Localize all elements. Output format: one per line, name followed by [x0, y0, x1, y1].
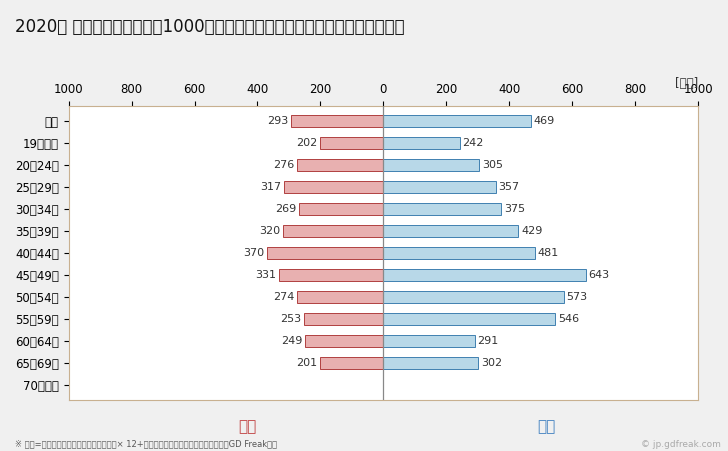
Text: 546: 546	[558, 314, 579, 324]
Text: 317: 317	[260, 182, 281, 192]
Bar	[384, 115, 531, 127]
Text: 375: 375	[504, 204, 525, 214]
Bar	[282, 225, 384, 237]
Bar	[296, 159, 384, 171]
Bar	[384, 269, 586, 281]
Text: 643: 643	[588, 270, 609, 280]
Text: 242: 242	[462, 138, 483, 148]
Bar	[384, 291, 563, 303]
Bar	[304, 313, 384, 325]
Bar	[284, 181, 384, 193]
Bar	[384, 159, 480, 171]
Bar	[320, 357, 384, 368]
Bar	[384, 203, 502, 215]
Bar	[267, 247, 384, 259]
Text: 305: 305	[482, 160, 503, 170]
Text: 249: 249	[281, 336, 303, 345]
Text: 481: 481	[537, 248, 558, 258]
Text: 男性: 男性	[537, 419, 555, 434]
Text: 274: 274	[273, 292, 295, 302]
Bar	[305, 335, 384, 347]
Text: 302: 302	[481, 358, 502, 368]
Text: 573: 573	[566, 292, 587, 302]
Bar	[384, 357, 478, 368]
Text: ※ 年収=「きまって支給する現金給与額」× 12+「年間賞与その他特別給与額」としてGD Freak推計: ※ 年収=「きまって支給する現金給与額」× 12+「年間賞与その他特別給与額」と…	[15, 440, 277, 449]
Text: 202: 202	[296, 138, 317, 148]
Bar	[384, 335, 475, 347]
Bar	[384, 137, 459, 149]
Text: 253: 253	[280, 314, 301, 324]
Text: 293: 293	[267, 116, 288, 126]
Text: 女性: 女性	[238, 419, 257, 434]
Bar	[320, 137, 384, 149]
Text: © jp.gdfreak.com: © jp.gdfreak.com	[641, 440, 721, 449]
Bar	[297, 291, 384, 303]
Bar	[280, 269, 384, 281]
Text: 429: 429	[521, 226, 542, 236]
Bar	[384, 247, 535, 259]
Text: [万円]: [万円]	[675, 77, 698, 90]
Text: 320: 320	[259, 226, 280, 236]
Text: 201: 201	[296, 358, 317, 368]
Text: 291: 291	[478, 336, 499, 345]
Text: 331: 331	[256, 270, 277, 280]
Text: 276: 276	[273, 160, 294, 170]
Text: 469: 469	[534, 116, 555, 126]
Bar	[291, 115, 384, 127]
Bar	[384, 181, 496, 193]
Text: 269: 269	[275, 204, 296, 214]
Text: 2020年 民間企業（従業者数1000人以上）フルタイム労働者の男女別平均年収: 2020年 民間企業（従業者数1000人以上）フルタイム労働者の男女別平均年収	[15, 18, 404, 36]
Bar	[384, 313, 555, 325]
Bar	[384, 225, 518, 237]
Bar	[298, 203, 384, 215]
Text: 370: 370	[243, 248, 264, 258]
Text: 357: 357	[498, 182, 519, 192]
